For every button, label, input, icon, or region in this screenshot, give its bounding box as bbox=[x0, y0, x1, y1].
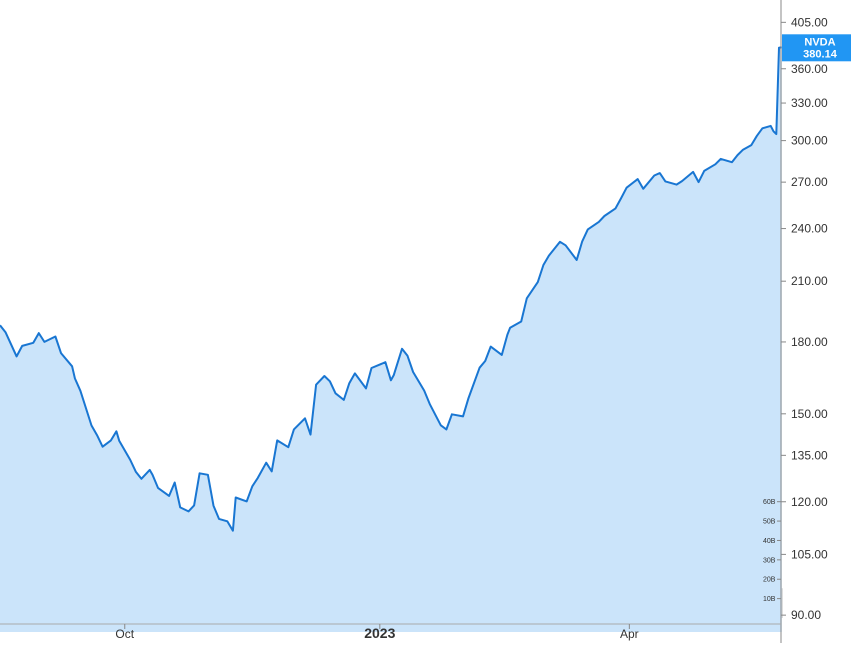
volume-tick-label: 10B bbox=[763, 596, 776, 603]
x-tick-label: 2023 bbox=[364, 625, 395, 641]
price-line bbox=[0, 46, 782, 532]
x-tick-label: Apr bbox=[620, 627, 639, 641]
y-tick-label: 150.00 bbox=[791, 407, 828, 421]
price-tag bbox=[782, 34, 851, 62]
x-tick-label: Oct bbox=[115, 627, 134, 641]
price-tag-ticker: NVDA bbox=[804, 36, 835, 48]
y-tick-label: 300.00 bbox=[791, 134, 828, 148]
y-tick-label: 240.00 bbox=[791, 222, 828, 236]
y-tick-label: 405.00 bbox=[791, 15, 828, 29]
y-tick-label: 210.00 bbox=[791, 274, 828, 288]
y-tick-label: 105.00 bbox=[791, 547, 828, 561]
y-tick-label: 120.00 bbox=[791, 495, 828, 509]
volume-tick-label: 20B bbox=[763, 577, 776, 584]
volume-tick-label: 30B bbox=[763, 557, 776, 564]
y-tick-label: 90.00 bbox=[791, 608, 821, 622]
y-tick-label: 180.00 bbox=[791, 335, 828, 349]
y-tick-label: 270.00 bbox=[791, 175, 828, 189]
y-tick-label: 135.00 bbox=[791, 448, 828, 462]
volume-tick-label: 40B bbox=[763, 538, 776, 545]
y-tick-label: 330.00 bbox=[791, 96, 828, 110]
y-tick-label: 360.00 bbox=[791, 62, 828, 76]
volume-tick-label: 60B bbox=[763, 499, 776, 506]
price-area bbox=[0, 47, 782, 633]
volume-tick-label: 50B bbox=[763, 519, 776, 526]
volume-bar bbox=[780, 588, 783, 618]
price-tag-value: 380.14 bbox=[803, 48, 838, 60]
